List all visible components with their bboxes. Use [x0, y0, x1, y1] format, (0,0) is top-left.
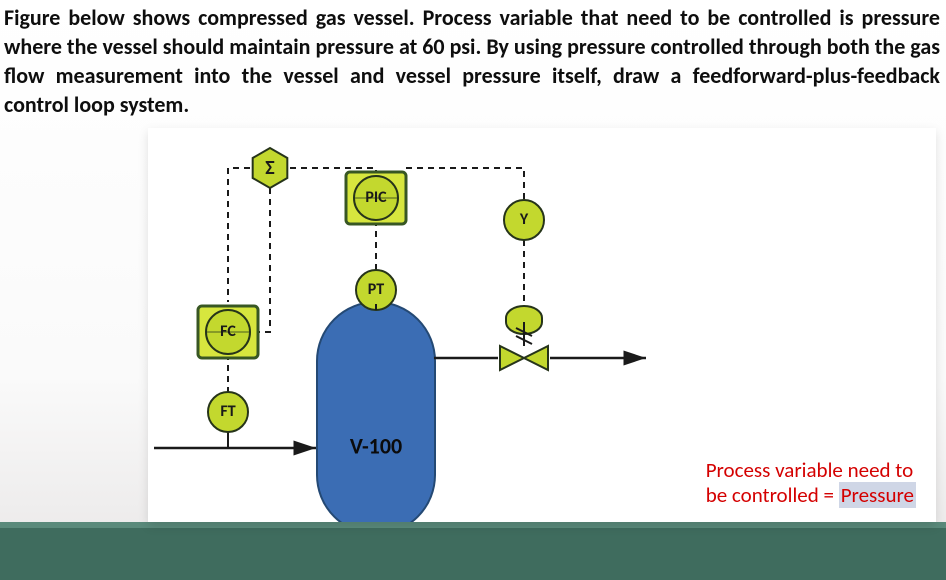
svg-text:V-100: V-100 [350, 432, 402, 459]
svg-text:PIC: PIC [365, 188, 387, 207]
pv-line1: Process variable need to [706, 457, 914, 483]
pv-line2b: Pressure [839, 482, 916, 508]
svg-text:Y: Y [519, 210, 529, 229]
diagram-card: V-100 Σ PIC Y PT FC FT Process variable need t… [148, 128, 936, 522]
slide-bottom-bar [0, 522, 946, 580]
process-variable-caption: Process variable need to be controlled =… [706, 458, 916, 508]
pv-line2a: be controlled = [706, 482, 839, 508]
svg-text:FT: FT [220, 402, 235, 421]
svg-text:FC: FC [220, 322, 236, 341]
svg-text:Σ: Σ [265, 156, 274, 180]
svg-text:PT: PT [368, 280, 384, 299]
question-text: Figure below shows compressed gas vessel… [0, 3, 946, 119]
